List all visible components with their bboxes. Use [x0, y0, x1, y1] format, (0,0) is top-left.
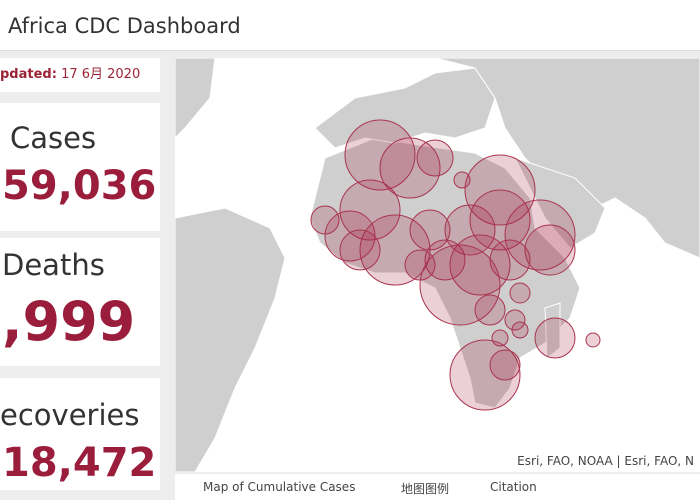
bubble — [444, 204, 496, 256]
bubble — [489, 239, 531, 281]
title: Africa CDC Dashboard — [8, 14, 241, 38]
header: Africa CDC Dashboard — [0, 0, 700, 51]
card-label: Cases — [10, 121, 97, 155]
bubble — [339, 229, 381, 271]
card-value: ,999 — [2, 290, 136, 353]
bubble — [424, 239, 466, 281]
updated-date: 17 6月 2020 — [61, 67, 141, 82]
bubble — [419, 244, 501, 326]
bubble — [504, 199, 576, 271]
case-bubbles — [310, 119, 601, 411]
attribution: Esri, FAO, NOAA | Esri, FAO, N — [517, 454, 694, 468]
bubble — [453, 171, 471, 189]
bubble — [416, 139, 454, 177]
bubble — [344, 119, 416, 191]
deaths-card: Deaths ,999 — [0, 238, 160, 366]
updated-label: pdated: — [0, 67, 57, 82]
card-value: 18,472 — [2, 440, 157, 486]
bubble — [339, 179, 401, 241]
bubble — [449, 234, 511, 296]
card-value: 59,036 — [2, 163, 157, 209]
bubble — [509, 282, 531, 304]
bubble — [524, 224, 576, 276]
bubble — [511, 321, 529, 339]
updated: pdated: 17 6月 2020 — [0, 58, 160, 92]
bubble — [489, 349, 521, 381]
map[interactable]: Esri, FAO, NOAA | Esri, FAO, N — [174, 57, 700, 473]
tab[interactable]: 地图图例 — [401, 482, 450, 496]
bubble — [324, 210, 376, 262]
bubble — [504, 309, 526, 331]
map-canvas — [174, 57, 700, 473]
recoveries-card: ecoveries 18,472 — [0, 378, 160, 490]
land — [174, 57, 700, 473]
tab[interactable]: Map of Cumulative Cases — [203, 480, 356, 494]
card-label: ecoveries — [0, 398, 140, 432]
tab-bar: Map of Cumulative Cases 地图图例 Citation — [175, 474, 700, 500]
bubble — [474, 294, 506, 326]
cases-card: Cases 59,036 — [0, 103, 160, 231]
bubble — [449, 339, 521, 411]
tab[interactable]: Citation — [490, 480, 537, 494]
bubble — [585, 332, 601, 348]
bubble — [534, 317, 576, 359]
card-label: Deaths — [2, 248, 105, 282]
bubble — [409, 209, 451, 251]
bubble — [379, 137, 441, 199]
